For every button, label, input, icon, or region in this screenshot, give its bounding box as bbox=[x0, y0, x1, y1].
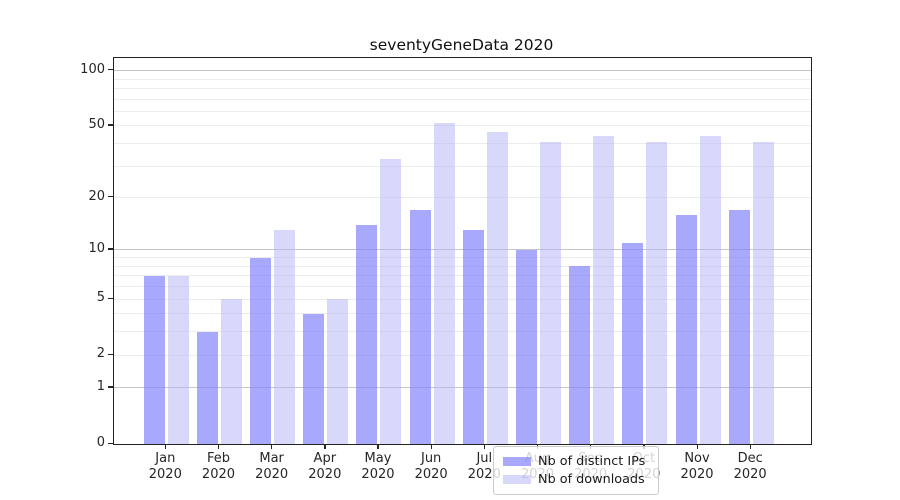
x-tick-label-apr: Apr 2020 bbox=[293, 451, 357, 483]
x-tick-label-dec: Dec 2020 bbox=[718, 451, 782, 483]
minor-gridline bbox=[114, 265, 811, 267]
y-tick-label: 2 bbox=[96, 346, 105, 362]
bar-downloads-mar bbox=[274, 230, 296, 444]
y-tick-label: 50 bbox=[88, 116, 105, 132]
minor-gridline bbox=[114, 98, 811, 100]
legend: Nb of distinct IPs Nb of downloads bbox=[493, 446, 659, 495]
y-tick-label: 100 bbox=[80, 61, 105, 77]
x-tick-mark bbox=[324, 444, 326, 449]
bar-distinct-ips-dec bbox=[728, 210, 750, 444]
bar-downloads-oct bbox=[646, 141, 668, 444]
x-tick-mark bbox=[430, 444, 432, 449]
x-tick-mark bbox=[749, 444, 751, 449]
minor-gridline bbox=[114, 313, 811, 315]
bar-downloads-feb bbox=[220, 299, 242, 444]
bar-downloads-apr bbox=[327, 299, 349, 444]
major-gridline bbox=[114, 70, 811, 72]
y-tick-mark bbox=[108, 69, 113, 71]
x-tick-label-may: May 2020 bbox=[346, 451, 410, 483]
x-tick-mark bbox=[483, 444, 486, 449]
x-tick-year: 2020 bbox=[255, 467, 289, 482]
bar-downloads-jun bbox=[433, 122, 455, 444]
y-tick-label: 0 bbox=[96, 435, 105, 450]
x-tick-year: 2020 bbox=[361, 467, 395, 482]
bar-downloads-nov bbox=[699, 136, 721, 444]
bar-downloads-sep bbox=[593, 136, 615, 444]
y-tick-mark bbox=[108, 248, 113, 250]
x-tick-year: 2020 bbox=[733, 467, 767, 482]
chart-title: seventyGeneData 2020 bbox=[369, 36, 554, 54]
x-tick-mark bbox=[377, 444, 379, 449]
legend-swatch-distinct-ips bbox=[503, 456, 531, 467]
y-tick-label: 10 bbox=[88, 240, 105, 256]
bar-distinct-ips-aug bbox=[515, 249, 537, 444]
minor-gridline bbox=[114, 331, 811, 333]
x-tick-mark bbox=[696, 444, 698, 449]
bar-distinct-ips-jan bbox=[143, 275, 165, 444]
minor-gridline bbox=[114, 87, 811, 89]
x-tick-label-nov: Nov 2020 bbox=[665, 451, 729, 483]
x-tick-label-jun: Jun 2020 bbox=[399, 451, 463, 483]
legend-item-distinct-ips: Nb of distinct IPs bbox=[503, 454, 649, 469]
bar-distinct-ips-jul bbox=[462, 230, 484, 444]
minor-gridline bbox=[114, 257, 811, 259]
y-tick-label: 20 bbox=[88, 188, 105, 204]
x-tick-label-mar: Mar 2020 bbox=[240, 451, 304, 483]
bar-downloads-jan bbox=[167, 275, 189, 444]
bar-downloads-jul bbox=[486, 132, 508, 444]
legend-swatch-downloads bbox=[503, 474, 531, 485]
x-tick-year: 2020 bbox=[201, 467, 236, 482]
plot-area: Nb of distinct IPs Nb of downloads bbox=[113, 57, 812, 495]
bar-distinct-ips-nov bbox=[675, 214, 697, 444]
minor-gridline bbox=[114, 78, 811, 80]
bar-downloads-aug bbox=[539, 141, 561, 444]
major-gridline bbox=[114, 249, 811, 251]
minor-gridline bbox=[114, 110, 811, 112]
x-tick-year: 2020 bbox=[148, 467, 182, 482]
minor-gridline bbox=[114, 354, 811, 356]
legend-label: Nb of downloads bbox=[538, 472, 645, 487]
legend-label: Nb of distinct IPs bbox=[538, 454, 646, 469]
bar-distinct-ips-may bbox=[356, 224, 378, 444]
x-tick-year: 2020 bbox=[308, 467, 342, 482]
x-tick-year: 2020 bbox=[467, 467, 501, 482]
x-tick-mark bbox=[217, 444, 220, 449]
bar-distinct-ips-oct bbox=[622, 242, 644, 444]
y-tick-label: 1 bbox=[96, 378, 105, 394]
bar-distinct-ips-sep bbox=[569, 266, 591, 444]
x-tick-year: 2020 bbox=[414, 467, 448, 482]
y-tick-mark bbox=[108, 353, 113, 355]
y-tick-mark bbox=[108, 442, 113, 444]
x-tick-label-jan: Jan 2020 bbox=[133, 451, 197, 483]
y-tick-mark bbox=[108, 196, 113, 198]
minor-gridline bbox=[114, 298, 811, 300]
minor-gridline bbox=[114, 125, 811, 127]
y-tick-mark bbox=[108, 297, 113, 299]
minor-gridline bbox=[114, 165, 811, 167]
y-tick-mark bbox=[108, 124, 113, 126]
major-gridline bbox=[114, 387, 811, 389]
x-tick-year: 2020 bbox=[680, 467, 714, 482]
legend-item-downloads: Nb of downloads bbox=[503, 472, 649, 487]
minor-gridline bbox=[114, 275, 811, 277]
x-tick-label-jul: Jul 2020 bbox=[452, 451, 516, 483]
x-tick-mark bbox=[164, 444, 167, 449]
bar-distinct-ips-apr bbox=[303, 313, 325, 444]
bar-downloads-may bbox=[380, 158, 402, 444]
x-tick-label-feb: Feb 2020 bbox=[186, 451, 250, 483]
bar-distinct-ips-jun bbox=[409, 210, 431, 444]
y-tick-label: 5 bbox=[96, 290, 105, 306]
y-tick-mark bbox=[108, 386, 113, 388]
bar-distinct-ips-mar bbox=[250, 257, 272, 444]
minor-gridline bbox=[114, 197, 811, 199]
bar-downloads-dec bbox=[752, 141, 774, 444]
x-tick-mark bbox=[271, 444, 273, 449]
minor-gridline bbox=[114, 286, 811, 288]
minor-gridline bbox=[114, 143, 811, 145]
bar-distinct-ips-feb bbox=[196, 331, 218, 444]
